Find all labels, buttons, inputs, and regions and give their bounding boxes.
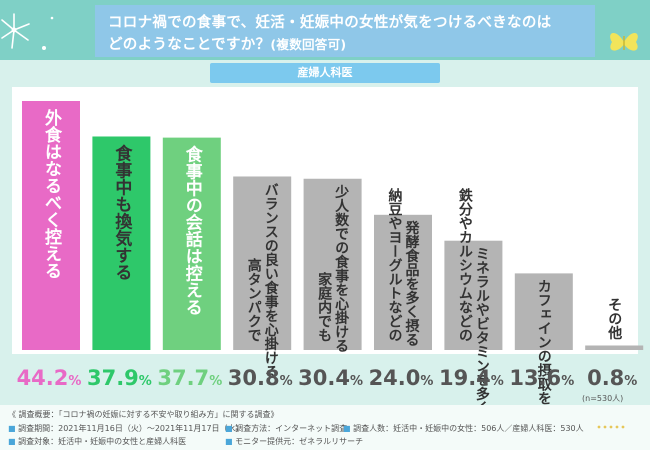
brand-logo-icon (575, 414, 625, 440)
bullet-icon: ■ (225, 424, 236, 433)
category-label-2: 食事中も換気する (111, 143, 132, 280)
bar-9 (585, 345, 644, 350)
survey-monitor: ■ モニター提供元：ゼネラルリサーチ (225, 436, 363, 447)
category-label-6-line-2: 納豆やヨーグルトなどの (387, 187, 403, 342)
respondent-group-label: 産婦人科医 (210, 63, 440, 83)
bar-7 (444, 240, 503, 350)
survey-count: ■ 調査人数：妊活中・妊娠中の女性：506人／産婦人科医：530人 (343, 423, 584, 434)
category-label-4-line-2: 高タンパクで (246, 257, 262, 342)
category-label-1: 外食はなるべく控える (41, 108, 62, 279)
sample-size-note: (n=530人) (582, 394, 624, 403)
page-title-suffix: (複数回答可) (270, 37, 347, 52)
category-label-7-line-1: ミネラルやビタミンを多く摂る (474, 247, 490, 405)
title-bar (95, 5, 595, 57)
bar-1 (22, 101, 80, 350)
bullet-icon: ■ (8, 424, 19, 433)
bar-chart: 外食はなるべく控える 44.2% 食事中も換気する 37.9% 食事中の会話は控える 37… (17, 101, 644, 405)
bullet-icon: ■ (8, 437, 19, 446)
bar-4 (233, 176, 292, 350)
category-label-9: その他 (606, 297, 623, 340)
survey-target-text: 調査対象：妊活中・妊娠中の女性と産婦人科医 (18, 437, 187, 446)
category-label-6-line-1: 発酵食品を多く摂る (404, 220, 421, 347)
value-label-2: 37.9% (87, 366, 152, 390)
bar-2 (92, 136, 151, 350)
butterfly-icon (610, 32, 638, 51)
value-label-5: 30.4% (298, 366, 363, 390)
bar-6 (374, 214, 432, 350)
value-label-1: 44.2% (17, 366, 82, 390)
flower-icon (1, 13, 54, 50)
survey-monitor-text: モニター提供元：ゼネラルリサーチ (235, 437, 364, 446)
category-label-8: カフェインの摂取を控える (536, 279, 552, 405)
category-label-7-line-2: 鉄分やカルシウムなどの (457, 187, 473, 342)
value-label-3: 37.7% (157, 366, 222, 390)
survey-period: ■ 調査期間：2021年11月16日（火）～2021年11月17日（水） (8, 423, 244, 434)
category-label-5-line-1: 少人数での食事を心掛ける (333, 184, 350, 353)
bar-5 (303, 178, 362, 350)
category-label-4-line-1: バランスの良い食事を心掛ける (263, 182, 279, 378)
survey-method-text: 調査方法：インターネット調査 (235, 424, 348, 433)
survey-count-text: 調査人数：妊活中・妊娠中の女性：506人／産婦人科医：530人 (353, 424, 584, 433)
category-label-5-line-2: 家庭内でも (316, 271, 332, 342)
page-title-line-1: コロナ禍での食事で、妊活・妊娠中の女性が気をつけるべきなのは (108, 15, 552, 31)
page-title-line-2: どのようなことですか？(複数回答可) (108, 33, 346, 54)
bar-8 (514, 273, 573, 350)
bar-3 (162, 137, 221, 350)
survey-method: ■ 調査方法：インターネット調査 (225, 423, 347, 434)
value-label-4: 30.8% (228, 366, 293, 390)
page-title-line-2-main: どのようなことですか？ (108, 37, 271, 53)
value-label-8: 13.6% (509, 366, 574, 390)
value-label-9: 0.8% (587, 366, 637, 390)
survey-target: ■ 調査対象：妊活中・妊娠中の女性と産婦人科医 (8, 436, 186, 447)
survey-overview: 《 調査概要：「コロナ禍の妊娠に対する不安や取り組み方」に関する調査》 (8, 410, 279, 419)
bullet-icon: ■ (225, 437, 236, 446)
category-label-3: 食事中の会話は控える (182, 145, 203, 316)
survey-period-text: 調査期間：2021年11月16日（火）～2021年11月17日（水） (18, 424, 244, 433)
bullet-icon: ■ (343, 424, 354, 433)
footer (0, 405, 650, 450)
value-label-6: 24.0% (369, 366, 434, 390)
value-label-7: 19.4% (439, 366, 504, 390)
